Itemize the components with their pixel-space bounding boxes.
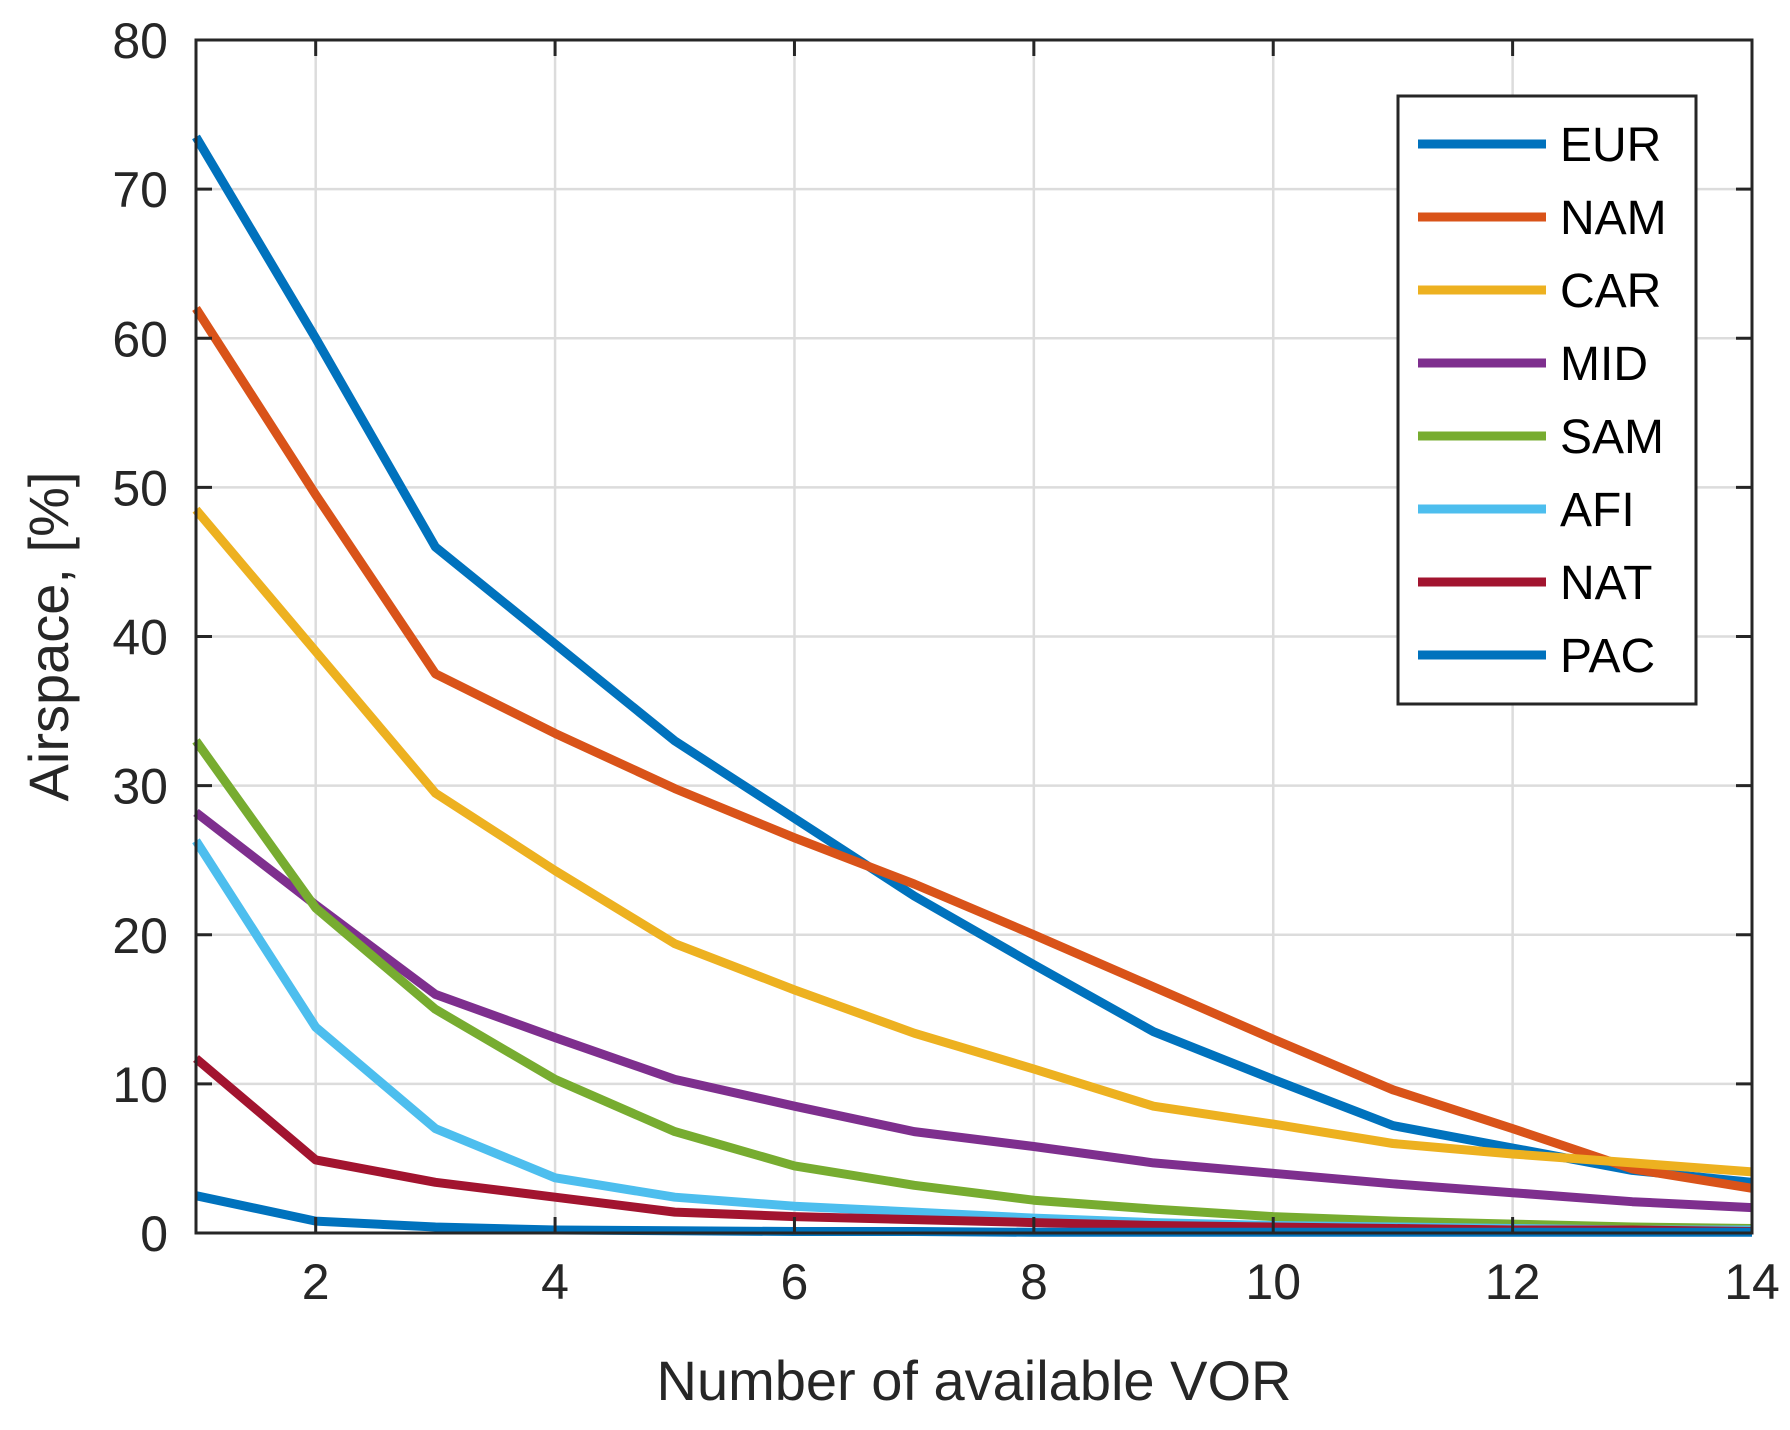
series-line-sam (192, 738, 1753, 1233)
series-line-nam (192, 305, 1753, 1193)
legend-entry-afi: AFI (1560, 484, 1635, 537)
x-tick-label-12: 12 (1485, 1254, 1541, 1310)
x-tick-labels: 2 4 6 8 10 12 14 (302, 1254, 1780, 1310)
legend-entry-nam: NAM (1560, 192, 1667, 245)
series-line-mid (193, 808, 1753, 1213)
y-tick-label-0: 0 (140, 1206, 168, 1262)
y-tick-label-40: 40 (112, 610, 168, 666)
legend-box (1396, 94, 1698, 706)
x-tick-label-8: 8 (1020, 1254, 1048, 1310)
x-axis-label: Number of available VOR (657, 1349, 1292, 1412)
y-tick-label-30: 30 (112, 759, 168, 815)
legend-entry-car: CAR (1560, 265, 1661, 318)
legend: EUR NAM CAR MID SAM AFI NAT PAC (1396, 94, 1698, 706)
y-tick-labels: 0 10 20 30 40 50 60 70 80 (112, 13, 168, 1262)
series-line-car (192, 506, 1753, 1177)
y-tick-label-80: 80 (112, 13, 168, 69)
x-tick-label-14: 14 (1724, 1254, 1780, 1310)
y-tick-label-60: 60 (112, 311, 168, 367)
x-tick-label-6: 6 (781, 1254, 809, 1310)
y-axis-label: Airspace, [%] (17, 472, 80, 802)
x-tick-label-2: 2 (302, 1254, 330, 1310)
series-line-afi (192, 838, 1752, 1235)
series-line-eur (192, 134, 1753, 1187)
y-tick-label-70: 70 (112, 162, 168, 218)
x-tick-label-10: 10 (1245, 1254, 1301, 1310)
legend-entry-eur: EUR (1560, 119, 1661, 172)
legend-entry-nat: NAT (1560, 557, 1652, 610)
y-tick-label-20: 20 (112, 908, 168, 964)
legend-entry-mid: MID (1560, 338, 1648, 391)
legend-entry-sam: SAM (1560, 411, 1664, 464)
y-tick-label-10: 10 (112, 1057, 168, 1113)
series-lines (192, 134, 1753, 1237)
x-tick-label-4: 4 (541, 1254, 569, 1310)
legend-entry-pac: PAC (1560, 630, 1655, 683)
y-tick-label-50: 50 (112, 460, 168, 516)
tick-marks (196, 38, 1754, 1235)
